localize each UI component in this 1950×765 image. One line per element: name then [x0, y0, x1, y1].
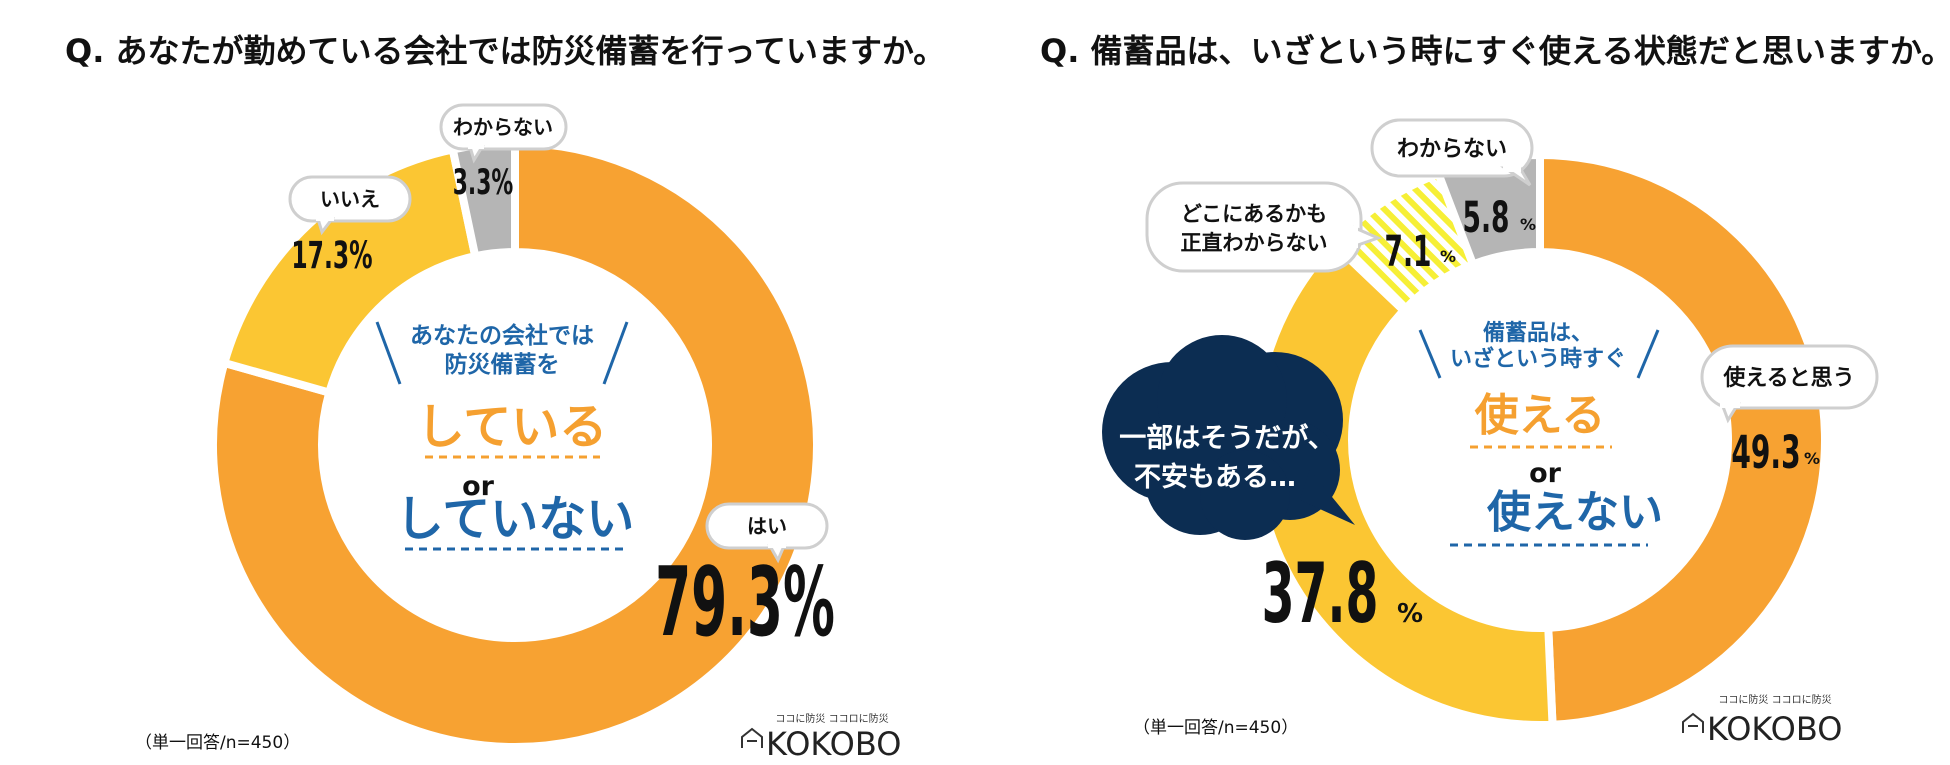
bubble-unknown-left-label: わからない — [453, 115, 553, 139]
chart-left-note: （単一回答/n=450） — [135, 733, 300, 753]
svg-text:7.1: 7.1 — [1385, 228, 1432, 277]
logo-left: ココに防災 ココロに防災 KOKOBO — [741, 712, 901, 763]
svg-text:%: % — [1804, 449, 1820, 468]
bubble-unknown-left: わからない — [439, 103, 568, 164]
value-label-unknown-left: 3.3% — [453, 162, 514, 203]
bubble-unknown-right-label: わからない — [1397, 137, 1507, 162]
house-icon — [741, 727, 763, 748]
slice-can-use — [1536, 150, 1829, 729]
center-option-b: していない — [396, 491, 635, 547]
svg-text:37.8: 37.8 — [1262, 545, 1379, 642]
svg-text:%: % — [1397, 599, 1423, 629]
bubble-no-label: いいえ — [320, 187, 380, 211]
bubble-can-use-label: 使えると思う — [1722, 366, 1854, 391]
chart-left-title: Q. あなたが勤めている会社では防災備蓄を行っていますか。 — [65, 32, 945, 70]
logo-right-name: KOKOBO — [1707, 710, 1842, 748]
center-right-slash — [1636, 329, 1660, 379]
bubble-partly-line1: 一部はそうだが、 — [1119, 422, 1334, 454]
center-or: or — [462, 471, 495, 502]
value-label-can-use: 49.3 % — [1731, 426, 1820, 479]
svg-text:5.8: 5.8 — [1463, 194, 1510, 243]
slice-yes — [209, 138, 821, 751]
bubble-yes-label: はい — [747, 514, 787, 538]
bubble-no: いいえ — [288, 175, 412, 236]
center-right-slash — [602, 321, 629, 385]
logo-right-tagline: ココに防災 ココロに防災 — [1718, 693, 1831, 706]
value-label-yes: 79.3% — [655, 548, 835, 658]
center-option-a: している — [417, 399, 608, 455]
chart-left: Q. あなたが勤めている会社では防災備蓄を行っていますか。 あなたの会社では 防… — [65, 32, 945, 763]
center-left-slash — [1418, 329, 1442, 379]
bubble-where-line2: 正直わからない — [1181, 231, 1328, 255]
svg-text:49.3: 49.3 — [1731, 426, 1800, 479]
bubble-partly: 一部はそうだが、 不安もある… — [1102, 335, 1355, 540]
bubble-where: どこにあるかも 正直わからない — [1145, 181, 1383, 273]
svg-text:%: % — [1440, 247, 1456, 266]
center-option-b: 使えない — [1487, 487, 1663, 538]
center-line1: あなたの会社では — [410, 322, 594, 349]
center-left-slash — [375, 321, 402, 385]
bubble-partly-line2: 不安もある… — [1134, 462, 1296, 493]
logo-left-tagline: ココに防災 ココロに防災 — [775, 712, 888, 725]
center-or: or — [1529, 458, 1562, 489]
center-line2: 防災備蓄を — [445, 351, 560, 378]
bubble-where-line1: どこにあるかも — [1181, 202, 1327, 226]
center-option-a: 使える — [1475, 390, 1606, 441]
chart-right-center: 備蓄品は、 いざという時すぐ 使える or 使えない — [1418, 320, 1663, 547]
value-label-partly: 37.8 % — [1262, 545, 1423, 642]
chart-left-center: あなたの会社では 防災備蓄を している or していない — [375, 321, 635, 551]
bubble-yes: はい — [705, 502, 829, 564]
value-label-where: 7.1 % — [1385, 228, 1456, 277]
logo-left-name: KOKOBO — [766, 725, 901, 761]
bubble-can-use: 使えると思う — [1700, 344, 1879, 424]
chart-right-note: （単一回答/n=450） — [1133, 718, 1298, 738]
center-line2: いざという時すぐ — [1450, 346, 1626, 372]
logo-right: ココに防災 ココロに防災 KOKOBO — [1682, 693, 1842, 748]
bubble-unknown-right: わからない — [1370, 118, 1534, 187]
chart-right: Q. 備蓄品は、いざという時にすぐ使える状態だと思いますか。 備蓄品は、 いざと… — [1040, 32, 1950, 748]
value-label-no: 17.3% — [291, 234, 372, 277]
svg-text:%: % — [1520, 215, 1536, 234]
center-line1: 備蓄品は、 — [1483, 320, 1593, 346]
value-label-unknown-right: 5.8 % — [1463, 194, 1536, 243]
chart-right-title: Q. 備蓄品は、いざという時にすぐ使える状態だと思いますか。 — [1040, 32, 1950, 70]
house-icon — [1682, 712, 1704, 733]
